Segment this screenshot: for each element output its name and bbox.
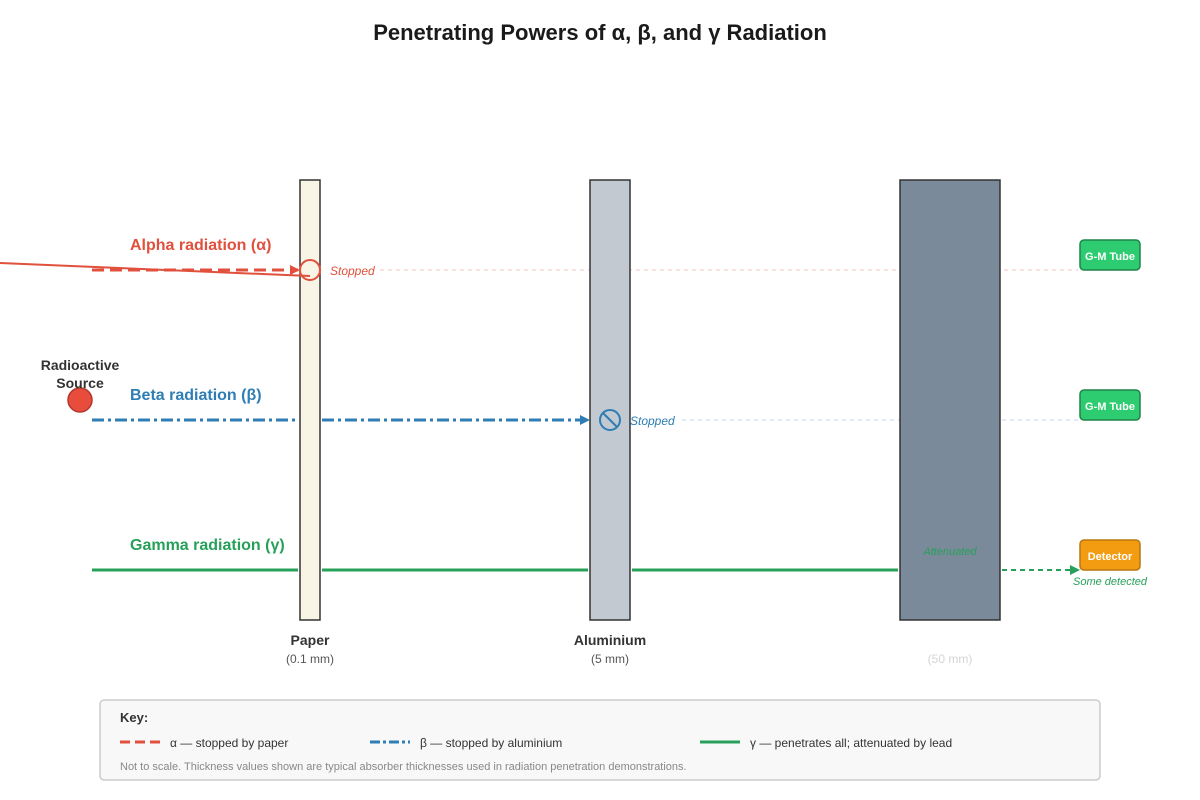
key-beta-text: β — stopped by aluminium xyxy=(420,736,562,750)
gamma-detector-label: Detector xyxy=(1088,551,1133,563)
aluminium-absorber xyxy=(589,179,631,621)
beta-label: Beta radiation (β) xyxy=(130,387,262,404)
radioactive-source xyxy=(67,387,93,413)
diagram-title: Penetrating Powers of α, β, and γ Radiat… xyxy=(373,20,827,45)
alpha-detector-label: G-M Tube xyxy=(1085,251,1135,263)
beta-detector-label: G-M Tube xyxy=(1085,401,1135,413)
gamma-label: Gamma radiation (γ) xyxy=(130,537,285,554)
lead-thickness: (50 mm) xyxy=(928,652,973,666)
source-label-line2: Source xyxy=(56,375,104,391)
alpha-stop-marker xyxy=(299,259,321,281)
key-gamma-text: γ — penetrates all; attenuated by lead xyxy=(750,736,952,750)
aluminium-name: Aluminium xyxy=(574,632,646,648)
beta-stop-icon xyxy=(599,409,621,431)
key-title: Key: xyxy=(120,710,148,725)
key-alpha-text: α — stopped by paper xyxy=(170,736,288,750)
source-label-line1: Radioactive xyxy=(41,357,120,373)
gamma-detector: Detector xyxy=(1079,539,1141,571)
paper-name: Paper xyxy=(291,632,330,648)
alpha-gm-tube: G-M Tube xyxy=(1079,239,1141,271)
key-note: Not to scale. Thickness values shown are… xyxy=(120,761,687,773)
beta-status: Stopped xyxy=(630,414,675,428)
gamma-status: Attenuated xyxy=(922,546,977,558)
gamma-result: Some detected xyxy=(1073,576,1148,588)
lead-absorber xyxy=(899,179,1001,621)
paper-thickness: (0.1 mm) xyxy=(286,652,334,666)
alpha-label: Alpha radiation (α) xyxy=(130,237,271,254)
key-box: Key: α — stopped by paper β — stopped by… xyxy=(99,699,1101,781)
paper-absorber xyxy=(299,179,321,621)
alpha-status: Stopped xyxy=(330,264,375,278)
aluminium-thickness: (5 mm) xyxy=(591,652,629,666)
beta-gm-tube: G-M Tube xyxy=(1079,389,1141,421)
